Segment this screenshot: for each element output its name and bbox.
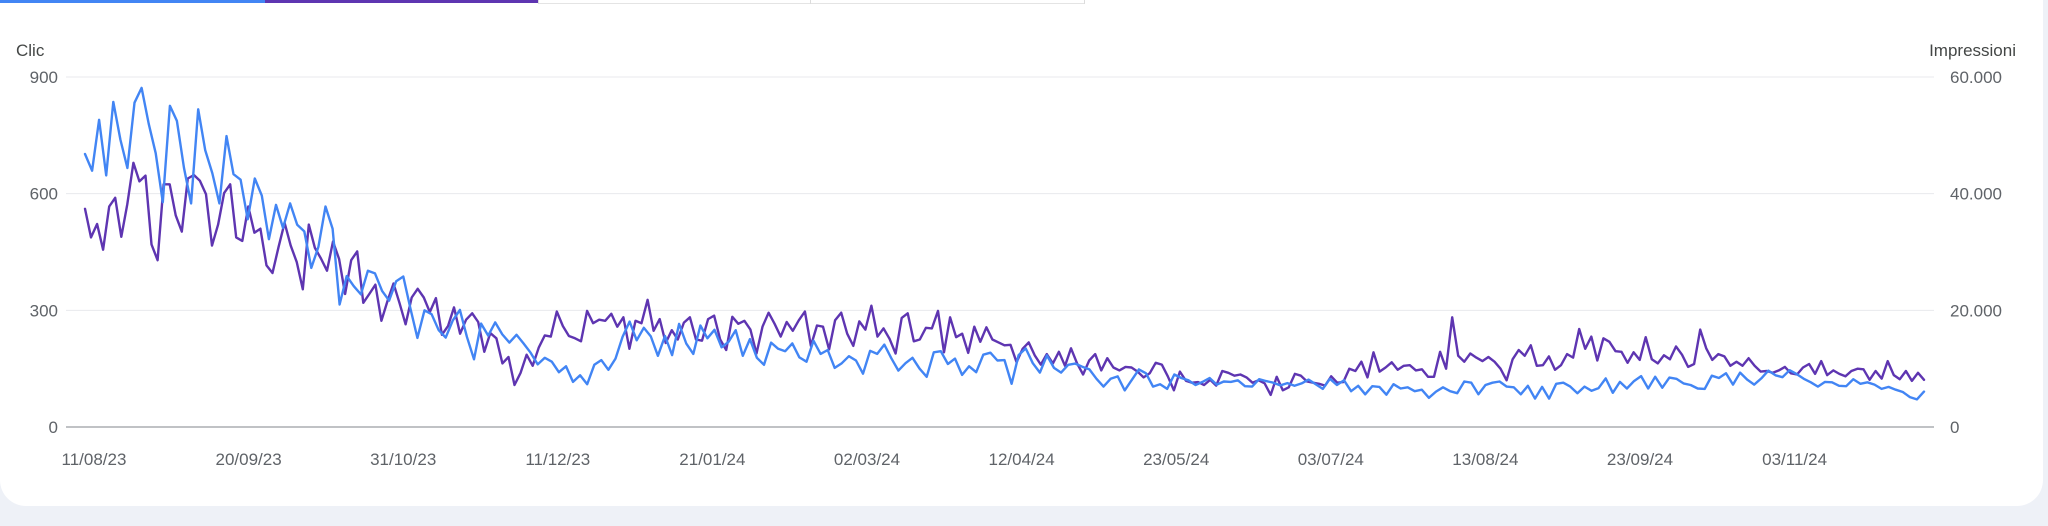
performance-chart-card: Clic Impressioni 900 600 300 0 60.000 40.000… bbox=[0, 0, 2043, 506]
x-axis-tick-label: 02/03/24 bbox=[834, 450, 900, 469]
right-axis-tick-label: 20.000 bbox=[1950, 301, 2002, 320]
right-axis-tick-label: 0 bbox=[1950, 418, 1959, 437]
x-axis-tick-label: 12/04/24 bbox=[989, 450, 1055, 469]
x-axis-ticks: 11/08/23 20/09/23 31/10/23 11/12/23 21/01/24… bbox=[62, 450, 1828, 469]
left-axis-tick-label: 900 bbox=[30, 68, 58, 87]
series-lines bbox=[83, 86, 1926, 401]
clicks-impressions-line-chart: 900 600 300 0 60.000 40.000 20.000 0 11/08/23 2… bbox=[30, 68, 2002, 469]
impressions-series-line bbox=[83, 161, 1926, 397]
right-axis-tick-label: 60.000 bbox=[1950, 68, 2002, 87]
x-axis-tick-label: 03/07/24 bbox=[1298, 450, 1364, 469]
x-axis-tick-label: 03/11/24 bbox=[1762, 450, 1827, 469]
clicks-series-line bbox=[83, 86, 1926, 401]
x-axis-tick-label: 11/12/23 bbox=[525, 450, 590, 469]
right-axis-ticks: 60.000 40.000 20.000 0 bbox=[1950, 68, 2002, 437]
x-axis-tick-label: 31/10/23 bbox=[370, 450, 436, 469]
impressions-tab-indicator[interactable] bbox=[265, 0, 538, 3]
left-axis-tick-label: 300 bbox=[30, 301, 58, 320]
left-axis-ticks: 900 600 300 0 bbox=[30, 68, 58, 437]
tab-divider bbox=[810, 0, 811, 4]
right-axis-title: Impressioni bbox=[1929, 41, 2016, 60]
left-axis-title: Clic bbox=[16, 41, 45, 60]
x-axis-tick-label: 21/01/24 bbox=[679, 450, 745, 469]
x-axis-tick-label: 20/09/23 bbox=[216, 450, 282, 469]
x-axis-tick-label: 23/05/24 bbox=[1143, 450, 1209, 469]
left-axis-tick-label: 0 bbox=[49, 418, 58, 437]
tabs-underline bbox=[538, 3, 1085, 4]
x-axis-tick-label: 23/09/24 bbox=[1607, 450, 1673, 469]
tab-divider bbox=[1084, 0, 1085, 4]
tab-divider bbox=[538, 0, 539, 4]
left-axis-tick-label: 600 bbox=[30, 185, 58, 204]
metric-tab-indicators bbox=[0, 0, 538, 3]
clicks-tab-indicator[interactable] bbox=[0, 0, 265, 3]
grid-lines bbox=[66, 76, 1934, 428]
x-axis-tick-label: 13/08/24 bbox=[1452, 450, 1518, 469]
x-axis-tick-label: 11/08/23 bbox=[62, 450, 127, 469]
right-axis-tick-label: 40.000 bbox=[1950, 185, 2002, 204]
